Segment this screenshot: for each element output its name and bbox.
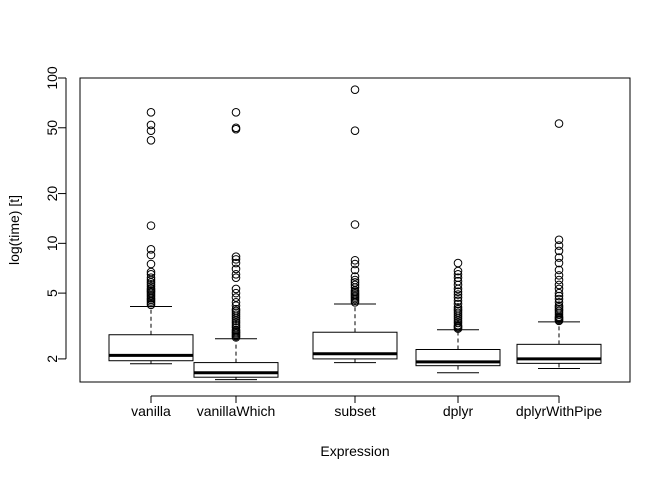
y-tick-label: 2 — [44, 355, 60, 363]
outlier-point — [453, 273, 463, 282]
outlier-point — [146, 250, 156, 260]
outlier-point — [453, 290, 463, 299]
box-rect — [516, 343, 602, 364]
y-tick-label: 20 — [44, 186, 60, 202]
y-axis-title: log(time) [t] — [6, 195, 22, 265]
outlier-point — [350, 280, 360, 290]
outlier-point — [554, 284, 564, 294]
outlier-point — [231, 304, 241, 314]
outlier-point — [453, 258, 463, 268]
outlier-point — [231, 269, 241, 279]
x-tick-label: dplyr — [443, 403, 474, 419]
box-dplyrWithPipe — [516, 119, 602, 369]
outlier-point — [554, 258, 564, 268]
outlier-point — [231, 258, 241, 268]
outlier-point — [231, 284, 241, 294]
outlier-point — [146, 135, 156, 145]
x-tick-label: vanilla — [131, 403, 171, 419]
outlier-point — [350, 272, 360, 281]
outlier-point — [350, 126, 360, 136]
box-vanilla — [108, 108, 194, 365]
x-axis: vanilla vanillaWhich subset dplyr dplyrWithP… — [131, 395, 603, 419]
outlier-point — [231, 123, 241, 133]
outlier-point — [554, 246, 564, 256]
outlier-point — [146, 269, 156, 279]
outlier-point — [350, 220, 360, 229]
x-tick-label: dplyrWithPipe — [516, 403, 603, 419]
outlier-point — [453, 318, 463, 328]
outlier-point — [231, 288, 241, 298]
outlier-point — [554, 294, 564, 304]
outlier-point — [350, 255, 360, 265]
outlier-point — [146, 259, 156, 269]
box-group — [108, 85, 602, 381]
outlier-point — [350, 85, 360, 94]
outlier-point — [453, 269, 463, 279]
outlier-point — [231, 323, 241, 332]
outlier-point — [231, 273, 241, 282]
outlier-point — [554, 288, 564, 298]
outlier-point — [350, 278, 360, 287]
box-rect — [193, 362, 279, 378]
box-subset — [312, 85, 398, 364]
y-tick-label: 5 — [44, 289, 60, 297]
outlier-point — [146, 126, 156, 136]
outlier-point — [453, 303, 463, 312]
outlier-point — [231, 108, 241, 117]
y-tick-label: 50 — [44, 120, 60, 136]
outlier-point — [554, 235, 564, 245]
outlier-point — [554, 280, 564, 290]
outlier-point — [350, 275, 360, 285]
outlier-point — [231, 318, 241, 328]
x-tick-label: vanillaWhich — [197, 403, 276, 419]
outlier-point — [146, 273, 156, 282]
outlier-point — [146, 221, 156, 230]
outlier-point — [453, 276, 463, 286]
outlier-point — [554, 265, 564, 275]
outlier-point — [231, 293, 241, 302]
outlier-point — [231, 255, 241, 264]
outlier-point — [231, 264, 241, 274]
outlier-point — [350, 259, 360, 269]
outlier-point — [231, 297, 241, 307]
y-axis: 2 5 10 20 50 100 — [44, 66, 67, 363]
box-dplyr — [415, 258, 501, 374]
outlier-point — [146, 245, 156, 254]
outlier-point — [453, 293, 463, 302]
outlier-point — [554, 271, 564, 280]
outlier-point — [554, 275, 564, 285]
outlier-point — [231, 320, 241, 330]
box-vanillaWhich — [193, 108, 279, 381]
outlier-point — [146, 278, 156, 287]
outlier-point — [453, 299, 463, 309]
outlier-point — [231, 252, 241, 262]
plot-frame — [79, 77, 631, 383]
outlier-point — [554, 301, 564, 310]
y-tick-label: 10 — [44, 235, 60, 251]
outlier-point — [554, 241, 564, 250]
y-tick-label: 100 — [44, 66, 60, 90]
outlier-point — [554, 253, 564, 262]
outlier-point — [146, 120, 156, 130]
outlier-point — [350, 265, 360, 275]
outlier-point — [554, 297, 564, 307]
x-axis-title: Expression — [320, 443, 389, 459]
x-tick-label: subset — [334, 403, 375, 419]
outlier-point — [453, 320, 463, 330]
outlier-point — [453, 296, 463, 305]
outlier-point — [231, 325, 241, 335]
outlier-point — [554, 119, 564, 128]
outlier-point — [453, 287, 463, 296]
outlier-point — [146, 108, 156, 117]
